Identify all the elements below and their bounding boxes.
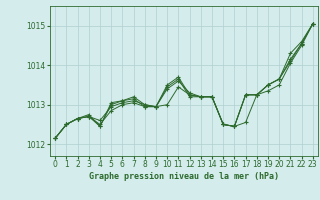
X-axis label: Graphe pression niveau de la mer (hPa): Graphe pression niveau de la mer (hPa)	[89, 172, 279, 181]
